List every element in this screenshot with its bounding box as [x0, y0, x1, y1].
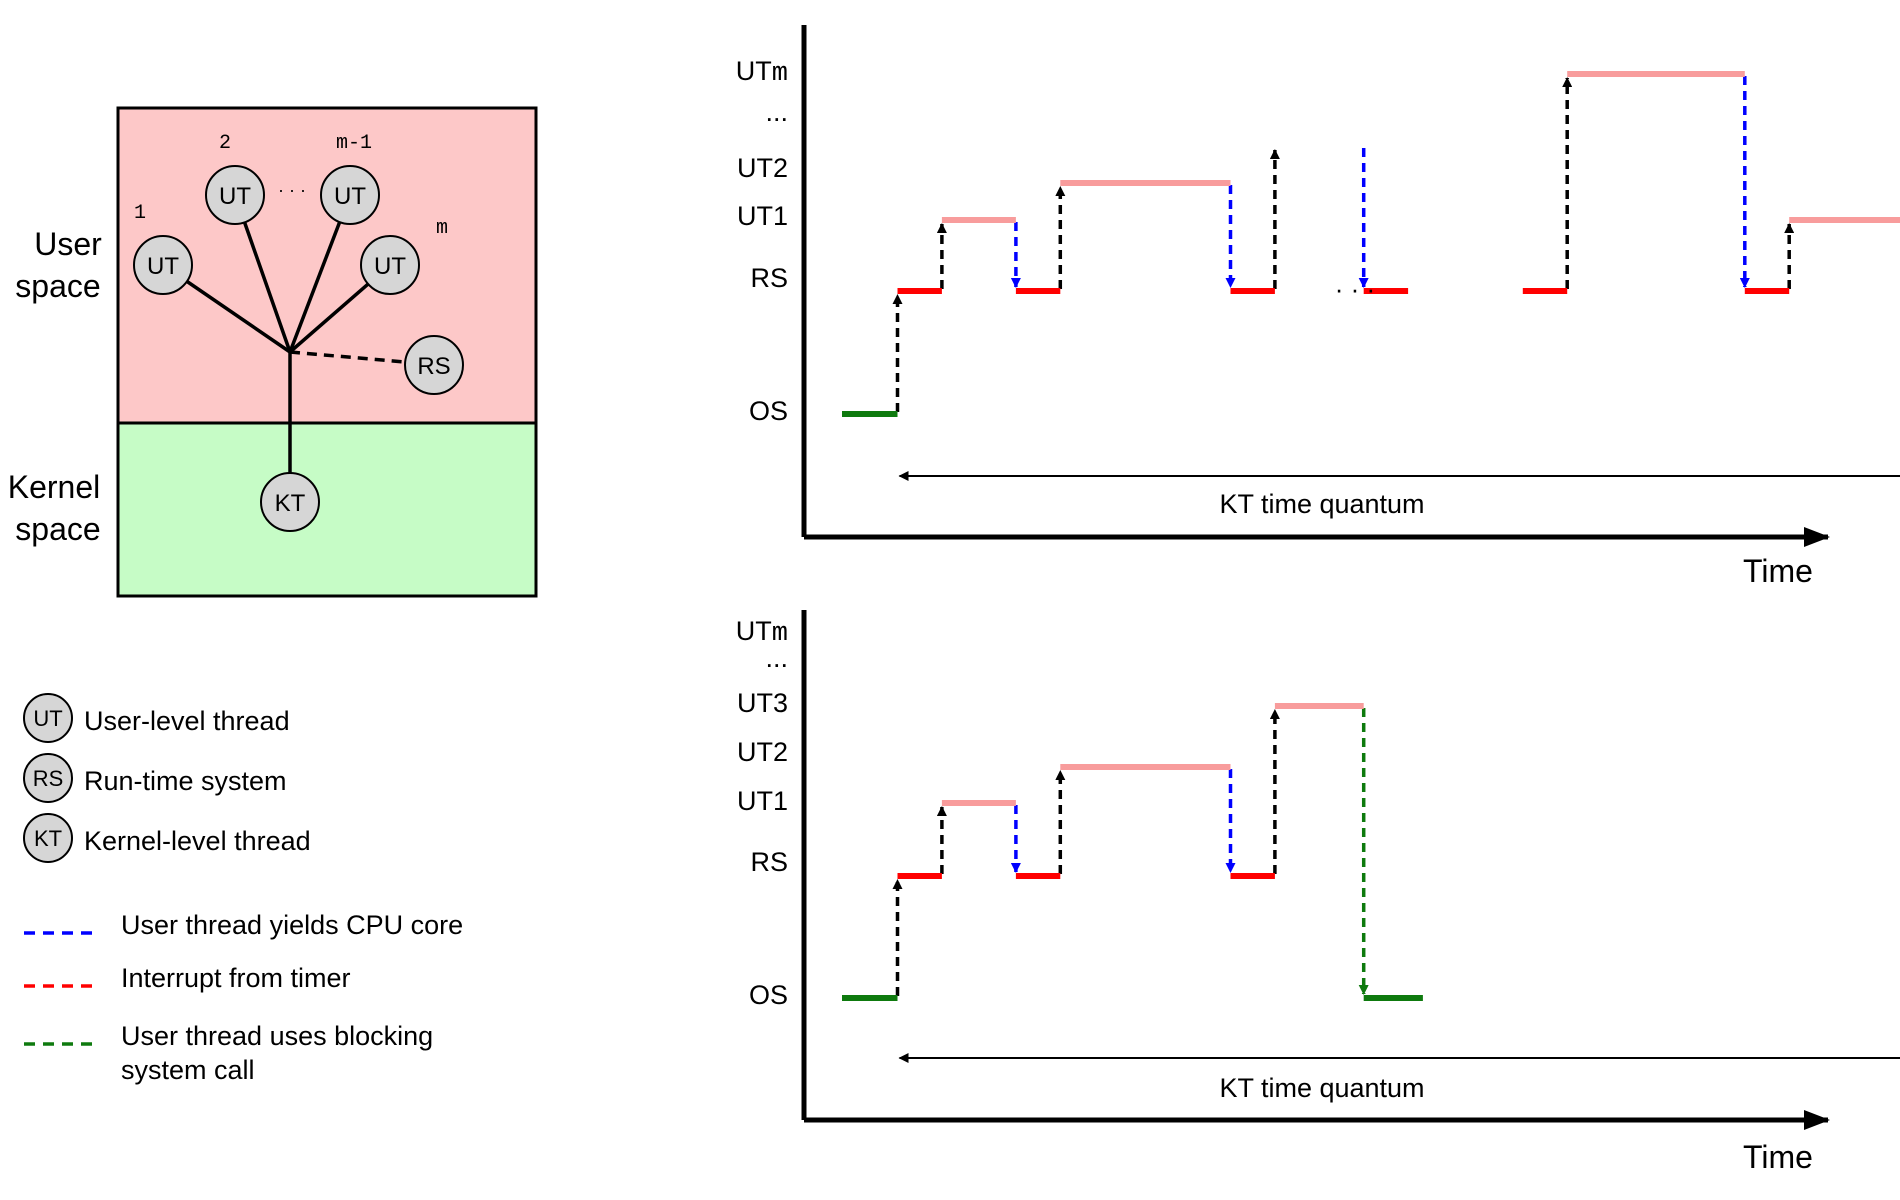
legend-symbol-kt-badge: KT	[34, 826, 62, 851]
legend-symbol-ut-label: User-level thread	[84, 706, 290, 736]
legend-blocking-label-line2: system call	[121, 1055, 255, 1085]
ut-index-1: 1	[134, 202, 146, 225]
ut-index-m: m	[436, 217, 448, 240]
ut-node-m-1-label: UT	[334, 183, 366, 210]
user-space-label-line1: User	[34, 226, 102, 262]
quantum-label: KT time quantum	[1219, 489, 1424, 519]
legend-symbol-kt-label: Kernel-level thread	[84, 826, 311, 856]
ut-index-m-1: m-1	[336, 132, 372, 155]
legend-symbol-rs-badge: RS	[33, 766, 64, 791]
level-label-ut2: UT2	[737, 737, 788, 767]
legend-symbol-rs-label: Run-time system	[84, 766, 287, 796]
legend-symbol-ut: UT User-level thread	[23, 693, 290, 743]
ut-index-2: 2	[219, 132, 231, 155]
level-label-rs: RS	[750, 847, 788, 877]
legend-symbol-ut-badge: UT	[33, 706, 62, 731]
legend-interrupt: Interrupt from timer	[24, 963, 351, 993]
ut-node-m-label: UT	[374, 253, 406, 280]
ut-node-2-label: UT	[219, 183, 251, 210]
timeline-bottom: Time OS RS UT1 UT2 UT3...UTm KT time quantum	[736, 610, 1900, 1175]
level-label-ut1: UT1	[737, 201, 788, 231]
user-space-label-line2: space	[15, 268, 100, 304]
legend-blocking-label-line1: User thread uses blocking	[121, 1021, 433, 1051]
legend-yield: User thread yields CPU core	[24, 910, 463, 940]
ut-ellipsis: · · ·	[278, 180, 306, 200]
level-label-ut2: UT2	[737, 153, 788, 183]
time-axis-label: Time	[1743, 553, 1813, 589]
ut-node-1-label: UT	[147, 253, 179, 280]
level-label-os: OS	[749, 980, 788, 1010]
level-label-ut3: UT3	[737, 688, 788, 718]
ut-node-2: UT	[205, 165, 265, 225]
rs-node-label: RS	[417, 353, 450, 380]
legend-blocking: User thread uses blocking system call	[24, 1021, 433, 1085]
level-label-os: OS	[749, 396, 788, 426]
level-label-dotsdotsdots: ...	[765, 643, 788, 673]
architecture-diagram: User space Kernel space UT UT UT UT	[8, 106, 538, 598]
level-label-dotsdotsdots: ...	[765, 97, 788, 127]
link-rs	[289, 350, 406, 364]
kernel-space-region	[116, 421, 538, 598]
legend-yield-label: User thread yields CPU core	[121, 910, 463, 940]
ut-node-m: UT	[360, 235, 420, 295]
timeline-top: Time OS RS UT1 UT2... UTm · · · KT time quantum	[736, 25, 1900, 589]
kt-node-label: KT	[275, 490, 306, 517]
time-axis-label: Time	[1743, 1139, 1813, 1175]
quantum-label: KT time quantum	[1219, 1073, 1424, 1103]
ut-node-m-1: UT	[320, 165, 380, 225]
legend-symbol-rs: RS Run-time system	[23, 753, 287, 803]
kernel-space-label-line2: space	[15, 511, 100, 547]
legend-symbol-kt: KT Kernel-level thread	[23, 813, 311, 863]
legend-interrupt-label: Interrupt from timer	[121, 963, 351, 993]
kernel-space-label-line1: Kernel	[8, 469, 101, 505]
ut-node-1: UT	[133, 235, 193, 295]
level-label-ut1: UT1	[737, 786, 788, 816]
level-label-utm: UTm	[736, 56, 788, 89]
kt-node: KT	[260, 472, 320, 532]
gap-ellipsis: · · ·	[1335, 274, 1375, 304]
rs-node: RS	[404, 335, 464, 395]
legend: UT User-level thread RS Run-time system …	[23, 693, 463, 1085]
level-label-utm: UTm	[736, 616, 788, 649]
level-label-rs: RS	[750, 263, 788, 293]
